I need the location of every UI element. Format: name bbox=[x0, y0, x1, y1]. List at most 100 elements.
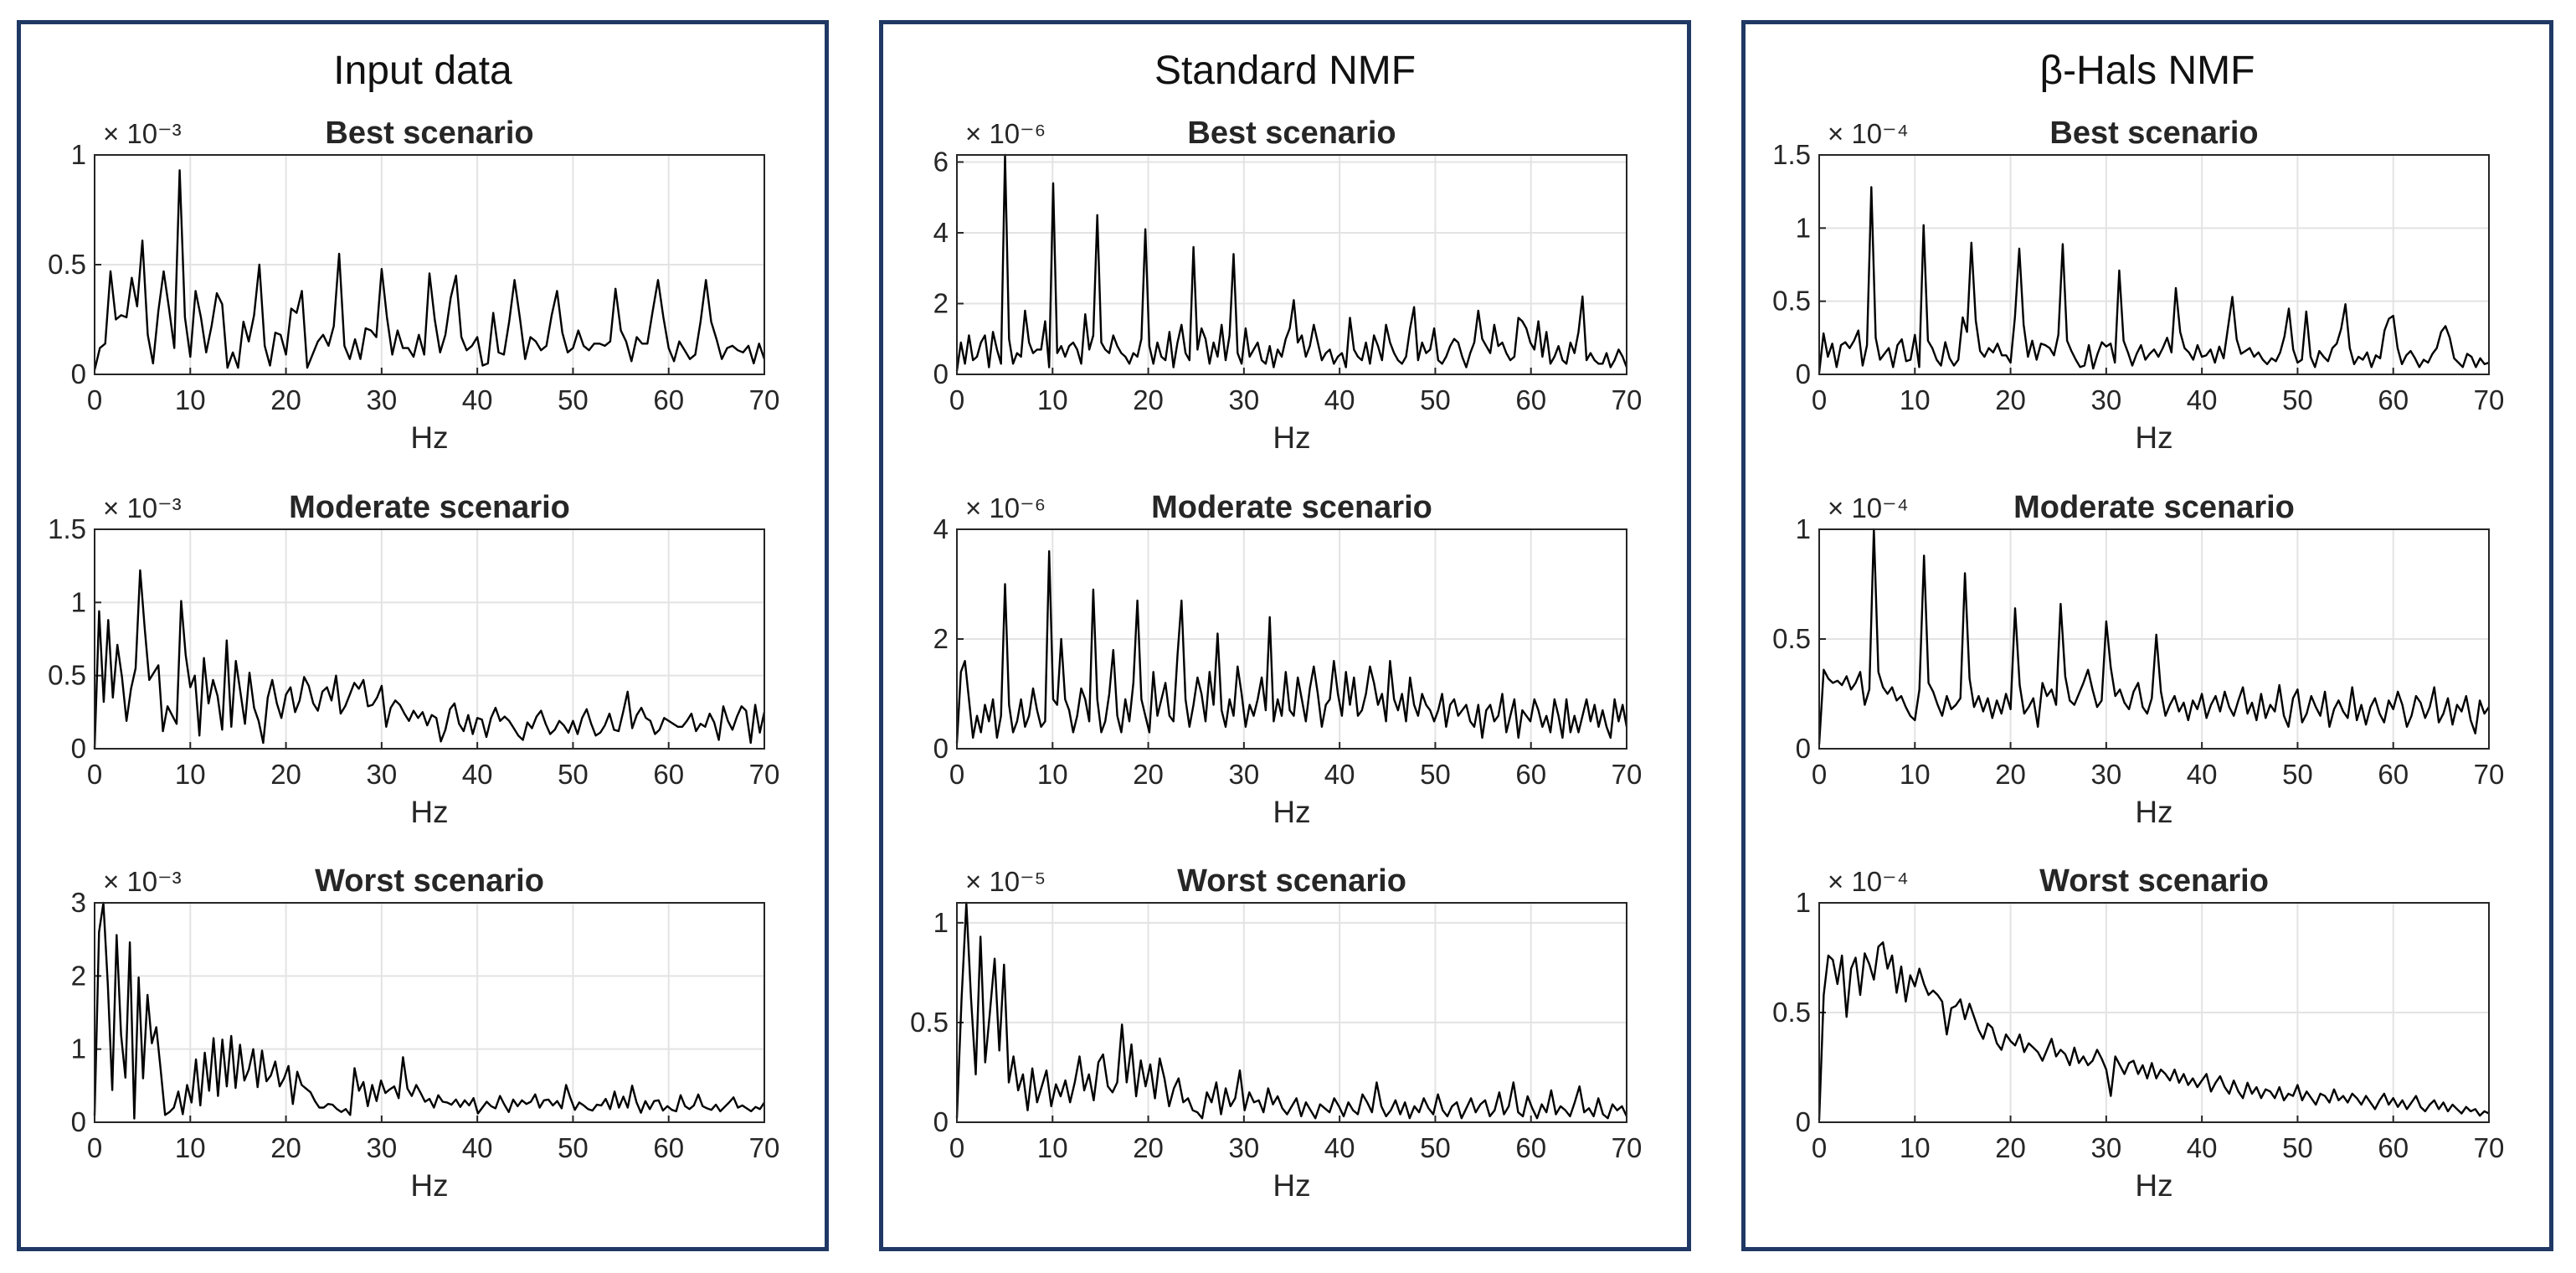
y-exponent-label: × 10⁻⁴ bbox=[1828, 118, 1909, 149]
x-tick-label: 40 bbox=[2187, 384, 2218, 415]
axes-box bbox=[956, 902, 1627, 1123]
axes-box bbox=[956, 528, 1627, 750]
x-tick-label: 10 bbox=[175, 1132, 206, 1163]
x-tick-label: 10 bbox=[1900, 1132, 1931, 1163]
x-tick-label: 0 bbox=[949, 384, 964, 415]
x-tick-label: 20 bbox=[1133, 384, 1164, 415]
x-tick-label: 0 bbox=[87, 1132, 102, 1163]
y-tick-label: 0 bbox=[1796, 1106, 1811, 1137]
x-tick-label: 50 bbox=[1420, 759, 1451, 790]
x-tick-label: 20 bbox=[270, 759, 301, 790]
x-tick-label: 10 bbox=[175, 384, 206, 415]
axes-box bbox=[94, 902, 765, 1123]
subplot-0: 0 10 20 30 40 50 60 70 0 2 4 6 Best scenario × 10⁻⁶ Hz bbox=[933, 116, 1643, 455]
x-tick-label: 30 bbox=[2090, 384, 2121, 415]
axes-box bbox=[94, 154, 765, 375]
x-tick-label: 50 bbox=[558, 759, 589, 790]
subplot-2: 0 10 20 30 40 50 60 70 0 1 2 3 Worst scenario × 10⁻³ H… bbox=[71, 863, 780, 1203]
y-tick-label: 0.5 bbox=[48, 660, 86, 691]
spectrum-line bbox=[955, 550, 1628, 744]
x-tick-label: 20 bbox=[1133, 1132, 1164, 1163]
y-tick-label: 1 bbox=[71, 586, 86, 617]
subplot-title: Moderate scenario bbox=[1151, 490, 1432, 525]
x-tick-label: 20 bbox=[270, 384, 301, 415]
x-tick-label: 60 bbox=[653, 1132, 684, 1163]
x-axis-label: Hz bbox=[410, 1168, 448, 1203]
spectrum-line bbox=[955, 153, 1628, 371]
y-tick-label: 0.5 bbox=[910, 1007, 949, 1038]
y-tick-label: 3 bbox=[71, 887, 86, 918]
panel-title: Input data bbox=[333, 49, 512, 93]
panel-2: β-Hals NMF 0 10 20 30 40 50 60 70 0 0.5 1 1.5 Best sc… bbox=[1741, 20, 2553, 1251]
x-tick-label: 0 bbox=[1812, 1132, 1827, 1163]
y-tick-label: 0.5 bbox=[1772, 997, 1811, 1028]
y-tick-label: 4 bbox=[933, 217, 949, 248]
y-tick-label: 1.5 bbox=[1772, 139, 1811, 170]
subplot-1: 0 10 20 30 40 50 60 70 0 0.5 1 Moderate scenario × 1… bbox=[1772, 490, 2504, 829]
y-tick-label: 4 bbox=[933, 513, 949, 544]
x-tick-label: 70 bbox=[749, 1132, 780, 1163]
spectrum-line bbox=[93, 569, 766, 750]
subplot-2: 0 10 20 30 40 50 60 70 0 0.5 1 Worst scenario × 10⁻⁵… bbox=[910, 863, 1642, 1203]
x-tick-label: 60 bbox=[1515, 384, 1546, 415]
x-tick-label: 50 bbox=[2282, 1132, 2313, 1163]
x-tick-label: 20 bbox=[1995, 1132, 2026, 1163]
y-tick-label: 1 bbox=[1796, 513, 1811, 544]
subplot-1: 0 10 20 30 40 50 60 70 0 0.5 1 1.5 Moderate scenario… bbox=[48, 490, 779, 829]
y-tick-label: 2 bbox=[933, 623, 949, 654]
x-tick-label: 20 bbox=[1995, 759, 2026, 790]
subplot-title: Best scenario bbox=[1187, 116, 1396, 151]
y-tick-label: 1 bbox=[1796, 212, 1811, 243]
x-tick-label: 70 bbox=[749, 384, 780, 415]
axes-box bbox=[1818, 902, 2490, 1123]
panel-0: Input data 0 10 20 30 40 50 60 70 0 0.5 1 Best scena… bbox=[17, 20, 829, 1251]
x-tick-label: 0 bbox=[1812, 384, 1827, 415]
y-exponent-label: × 10⁻⁶ bbox=[965, 118, 1046, 149]
x-tick-label: 20 bbox=[1995, 384, 2026, 415]
y-tick-label: 2 bbox=[933, 287, 949, 318]
x-tick-label: 0 bbox=[87, 384, 102, 415]
y-exponent-label: × 10⁻³ bbox=[103, 492, 182, 523]
y-exponent-label: × 10⁻⁴ bbox=[1828, 492, 1909, 523]
subplot-title: Worst scenario bbox=[1177, 863, 1406, 899]
subplot-0: 0 10 20 30 40 50 60 70 0 0.5 1 1.5 Best scenario × 10… bbox=[1772, 116, 2504, 455]
x-axis-label: Hz bbox=[2135, 795, 2172, 829]
y-tick-label: 0 bbox=[71, 358, 86, 389]
y-tick-label: 0 bbox=[933, 1106, 949, 1137]
x-tick-label: 30 bbox=[2090, 1132, 2121, 1163]
x-axis-label: Hz bbox=[410, 795, 448, 829]
y-tick-label: 0 bbox=[933, 733, 949, 764]
x-tick-label: 60 bbox=[2378, 759, 2409, 790]
axes-background bbox=[1819, 155, 2489, 374]
x-tick-label: 70 bbox=[1612, 1132, 1643, 1163]
x-tick-label: 60 bbox=[2378, 1132, 2409, 1163]
subplot-0: 0 10 20 30 40 50 60 70 0 0.5 1 Best scenario × 10⁻³ H… bbox=[48, 116, 779, 455]
x-tick-label: 0 bbox=[1812, 759, 1827, 790]
y-tick-label: 2 bbox=[71, 960, 86, 991]
x-tick-label: 70 bbox=[749, 759, 780, 790]
axes-background bbox=[957, 155, 1627, 374]
x-tick-label: 30 bbox=[1228, 759, 1259, 790]
x-tick-label: 50 bbox=[2282, 759, 2313, 790]
y-tick-label: 0 bbox=[71, 1106, 86, 1137]
x-tick-label: 40 bbox=[1324, 384, 1355, 415]
x-tick-label: 40 bbox=[462, 1132, 493, 1163]
x-axis-label: Hz bbox=[2135, 1168, 2172, 1203]
x-axis-label: Hz bbox=[2135, 420, 2172, 455]
x-tick-label: 0 bbox=[87, 759, 102, 790]
x-tick-label: 30 bbox=[1228, 1132, 1259, 1163]
x-tick-label: 10 bbox=[1037, 1132, 1068, 1163]
x-tick-label: 40 bbox=[2187, 1132, 2218, 1163]
y-tick-label: 1 bbox=[71, 1033, 86, 1064]
x-tick-label: 60 bbox=[1515, 1132, 1546, 1163]
y-tick-label: 6 bbox=[933, 146, 949, 177]
y-tick-label: 1.5 bbox=[48, 513, 86, 544]
spectrum-line bbox=[1818, 528, 2490, 745]
x-tick-label: 60 bbox=[1515, 759, 1546, 790]
x-tick-label: 40 bbox=[1324, 759, 1355, 790]
x-axis-label: Hz bbox=[410, 420, 448, 455]
x-tick-label: 70 bbox=[1612, 384, 1643, 415]
